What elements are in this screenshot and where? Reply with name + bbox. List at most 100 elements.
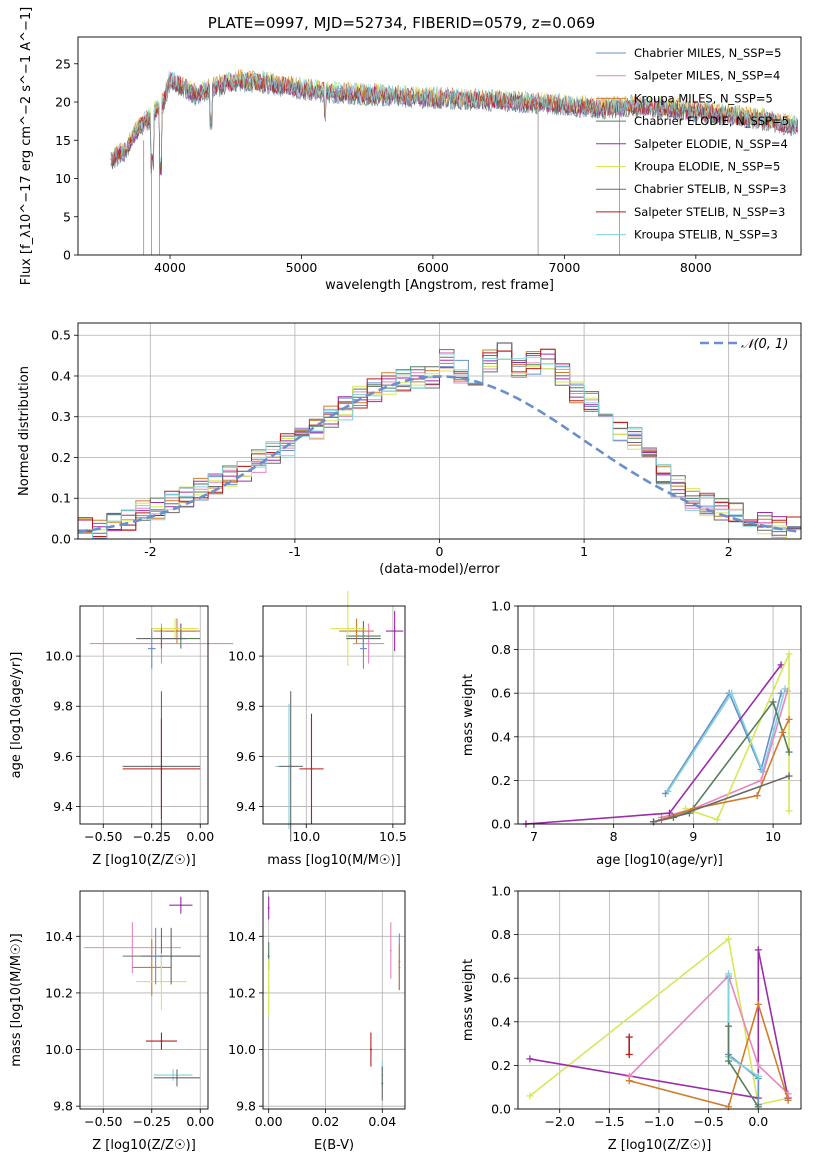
panel-residual-histogram: -2 -1 0 1 2 0.0 0.1 0.2 0.3 0.4 0.5 (data-model)/er…	[17, 322, 802, 577]
legend-entry: Kroupa STELIB, N_SSP=3	[634, 228, 778, 242]
panel-age-vs-mass: 10.0 10.5 9.4 9.6 9.8 10.0 mass [log10(M/M☉)]	[228, 590, 407, 868]
data-point	[381, 1082, 384, 1085]
data-point	[267, 955, 270, 958]
x-tick-label: 0.00	[186, 829, 214, 844]
spectrum-series-line	[110, 70, 799, 167]
panel-mass-weight-vs-age: 7 8 9 10 0.0 0.2 0.4 0.6 0.8 1.0 age [log10(age/yr…	[461, 599, 802, 868]
x-tick-label: 0.00	[186, 1114, 214, 1129]
y-tick-label: 0.4	[51, 368, 71, 383]
y-tick-label: 0.6	[491, 686, 511, 701]
weight-lines	[526, 935, 792, 1111]
data-point	[289, 765, 292, 768]
data-point	[355, 630, 358, 633]
x-tick-label: 8000	[680, 260, 712, 275]
x-tick-label: −0.50	[84, 829, 122, 844]
x-axis-label: E(B-V)	[314, 1138, 354, 1153]
data-point	[160, 637, 163, 640]
data-point	[154, 955, 157, 958]
y-axis-label: mass [log10(M/M☉)]	[9, 933, 24, 1066]
y-tick-label: 10.4	[228, 929, 256, 944]
y-tick-label: 9.8	[236, 699, 256, 714]
axes-frame	[517, 890, 802, 1110]
x-tick-label: 0.04	[368, 1114, 396, 1129]
y-axis-label: mass weight	[461, 674, 476, 756]
data-point	[150, 647, 153, 650]
legend: Chabrier MILES, N_SSP=5 Salpeter MILES, N…	[596, 46, 789, 242]
legend-entry: Salpeter MILES, N_SSP=4	[634, 69, 780, 83]
x-tick-label: 0.0	[748, 1114, 768, 1129]
axes-frame	[262, 890, 406, 1110]
x-tick-label: −1.5	[594, 1114, 624, 1129]
chart-title: PLATE=0997, MJD=52734, FIBERID=0579, z=0…	[208, 14, 595, 32]
axes-frame	[79, 890, 209, 1110]
axes-frame	[79, 605, 209, 825]
y-tick-label: 0.2	[491, 773, 511, 788]
legend-entry: Kroupa MILES, N_SSP=5	[634, 91, 773, 105]
weight-line	[628, 1001, 789, 1108]
panel-age-vs-metallicity: −0.50 −0.25 0.00 9.4 9.6 9.8 10.0 Z [log10(Z/Z☉…	[9, 605, 234, 868]
y-tick-label: 0.1	[51, 491, 71, 506]
y-tick-label: 15	[55, 133, 71, 148]
data-point	[160, 980, 163, 983]
y-tick-label: 0.4	[491, 1014, 511, 1029]
x-axis-label: (data-model)/error	[379, 562, 500, 577]
errorbar-points	[267, 896, 401, 1101]
histogram-steps	[77, 342, 801, 540]
y-axis-label: mass weight	[461, 959, 476, 1041]
data-point	[150, 966, 153, 969]
panel-mass-vs-ebv: 0.00 0.02 0.04 9.8 10.0 10.2 10.4 E(B-V)	[228, 890, 406, 1153]
x-tick-label: -1	[289, 544, 301, 559]
panel-mass-vs-metallicity: −0.50 −0.25 0.00 9.8 10.0 10.2 10.4 Z [log10(Z/…	[9, 890, 214, 1153]
y-tick-label: 20	[55, 95, 71, 110]
weight-line	[661, 690, 789, 819]
data-point	[267, 986, 270, 989]
y-axis-label: Normed distribution	[17, 366, 32, 496]
y-tick-label: 0.5	[51, 328, 71, 343]
weight-line	[525, 664, 782, 825]
legend-entry: 𝒩(0, 1)	[741, 337, 788, 352]
y-tick-label: 0.4	[491, 729, 511, 744]
y-tick-label: 1.0	[491, 599, 511, 614]
y-tick-label: 1.0	[491, 884, 511, 899]
x-tick-label: 9	[689, 829, 697, 844]
x-tick-label: -2	[144, 544, 156, 559]
y-tick-label: 10	[55, 171, 71, 186]
data-point	[267, 906, 270, 909]
x-tick-label: 10.0	[292, 829, 320, 844]
axes-frame	[262, 605, 406, 825]
y-tick-label: 0.3	[51, 409, 71, 424]
panel-mass-weight-vs-metallicity: −2.0 −1.5 −1.0 −0.5 0.0 0.0 0.2 0.4 0.6 0.8 1.0 Z […	[461, 884, 802, 1153]
y-tick-label: 9.8	[53, 699, 73, 714]
x-tick-label: 10.5	[379, 829, 407, 844]
weight-lines	[522, 650, 793, 828]
x-axis-label: wavelength [Angstrom, rest frame]	[325, 278, 554, 293]
data-point	[389, 949, 392, 952]
data-point	[362, 647, 365, 650]
x-tick-label: 7	[530, 829, 538, 844]
y-tick-label: 5	[63, 209, 71, 224]
y-tick-label: 10.0	[45, 1042, 73, 1057]
y-tick-label: 9.6	[53, 749, 73, 764]
y-tick-label: 0.2	[491, 1058, 511, 1073]
data-point	[170, 955, 173, 958]
errorbar-points	[275, 590, 404, 842]
data-point	[346, 627, 349, 630]
data-point	[160, 767, 163, 770]
panel-spectrum: PLATE=0997, MJD=52734, FIBERID=0579, z=0…	[19, 7, 802, 293]
data-point	[398, 966, 401, 969]
x-tick-label: 0.00	[255, 1114, 283, 1129]
y-tick-label: 10.2	[228, 985, 256, 1000]
x-tick-label: 5000	[286, 260, 318, 275]
axes-frame	[517, 605, 802, 825]
x-tick-label: −0.50	[84, 1114, 122, 1129]
data-point	[131, 946, 134, 949]
y-tick-label: 9.4	[236, 799, 256, 814]
legend-entry: Kroupa ELODIE, N_SSP=5	[634, 160, 780, 174]
x-axis-label: Z [log10(Z/Z☉)]	[92, 1138, 196, 1153]
y-tick-label: 0.6	[491, 971, 511, 986]
legend-entry: Salpeter STELIB, N_SSP=3	[634, 205, 785, 219]
y-tick-label: 10.0	[228, 649, 256, 664]
y-tick-label: 10.0	[228, 1042, 256, 1057]
histogram-series	[77, 353, 801, 540]
